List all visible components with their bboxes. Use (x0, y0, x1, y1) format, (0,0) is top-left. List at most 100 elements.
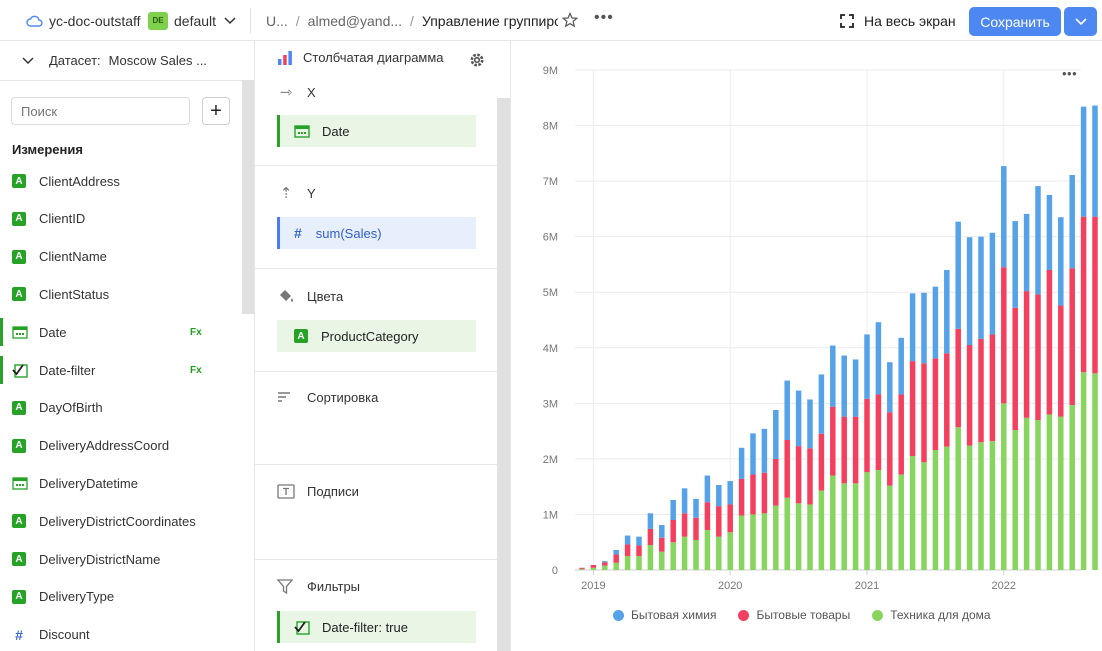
bar-segment[interactable] (784, 497, 790, 570)
bar-segment[interactable] (921, 292, 927, 364)
bar-segment[interactable] (670, 500, 676, 520)
bar-segment[interactable] (613, 554, 619, 563)
field-item[interactable]: A ClientName (12, 247, 232, 267)
bar-segment[interactable] (613, 562, 619, 570)
bar-segment[interactable] (681, 536, 688, 570)
bar-segment[interactable] (841, 483, 847, 570)
bar-segment[interactable] (773, 410, 779, 459)
bar-segment[interactable] (727, 532, 733, 570)
bar-segment[interactable] (966, 345, 973, 446)
chart-type-selector[interactable]: Столбчатая диаграмма (277, 50, 444, 65)
save-button[interactable]: Сохранить (969, 7, 1061, 36)
workspace-switcher[interactable]: yc-doc-outstaff (26, 0, 141, 41)
bar-segment[interactable] (978, 236, 984, 339)
bar-segment[interactable] (1001, 403, 1007, 570)
bar-segment[interactable] (909, 293, 916, 362)
star-icon[interactable] (562, 12, 578, 28)
bar-segment[interactable] (716, 506, 722, 537)
bar-segment[interactable] (693, 540, 699, 570)
bar-segment[interactable] (989, 334, 996, 442)
bar-segment[interactable] (989, 441, 996, 570)
bar-segment[interactable] (807, 399, 813, 449)
chart-menu-icon[interactable]: ••• (1062, 66, 1078, 81)
field-item[interactable]: A DeliveryDistrictName (12, 549, 232, 569)
bar-segment[interactable] (579, 568, 585, 570)
bar-segment[interactable] (887, 362, 893, 413)
field-item[interactable]: A DayOfBirth (12, 398, 232, 418)
bar-segment[interactable] (1012, 307, 1018, 430)
bar-segment[interactable] (738, 515, 745, 570)
bar-segment[interactable] (830, 345, 836, 407)
bar-segment[interactable] (1046, 414, 1053, 570)
bar-segment[interactable] (750, 474, 756, 515)
bar-segment[interactable] (636, 545, 642, 557)
bar-segment[interactable] (1058, 416, 1064, 570)
bar-segment[interactable] (647, 545, 654, 570)
field-item[interactable]: A DeliveryType (12, 587, 232, 607)
bar-segment[interactable] (704, 475, 711, 503)
bar-segment[interactable] (898, 394, 904, 475)
field-item[interactable]: A ClientID (12, 209, 232, 229)
bar-segment[interactable] (795, 390, 802, 447)
bar-segment[interactable] (1023, 213, 1030, 292)
bar-segment[interactable] (807, 504, 813, 570)
bar-segment[interactable] (1012, 430, 1018, 570)
bar-segment[interactable] (864, 398, 870, 473)
bar-segment[interactable] (784, 440, 790, 498)
bar-segment[interactable] (624, 535, 631, 545)
field-item[interactable]: A ClientStatus (12, 284, 232, 304)
field-item[interactable]: Date-filter Fx (0, 356, 232, 384)
bar-segment[interactable] (1012, 221, 1018, 308)
bar-segment[interactable] (1023, 291, 1030, 418)
bar-segment[interactable] (602, 561, 608, 563)
bar-segment[interactable] (750, 433, 756, 475)
bar-segment[interactable] (944, 446, 950, 570)
bar-segment[interactable] (738, 447, 745, 479)
bar-segment[interactable] (727, 504, 733, 533)
field-item[interactable]: # Discount (12, 625, 232, 645)
bar-segment[interactable] (1001, 267, 1007, 404)
bar-segment[interactable] (784, 380, 790, 440)
bar-segment[interactable] (602, 562, 608, 566)
bar-segment[interactable] (932, 358, 939, 450)
bar-segment[interactable] (1035, 186, 1041, 295)
bar-segment[interactable] (909, 361, 916, 457)
bar-segment[interactable] (921, 462, 927, 570)
bar-segment[interactable] (818, 433, 825, 491)
dataset-selector[interactable]: Датасет: Moscow Sales ... (22, 53, 207, 68)
bar-segment[interactable] (693, 498, 699, 518)
bar-segment[interactable] (955, 427, 961, 570)
breadcrumb-item-2[interactable]: almed@yand... (307, 12, 403, 29)
bar-segment[interactable] (693, 517, 699, 540)
search-input[interactable] (11, 97, 190, 125)
field-item[interactable]: A DeliveryDistrictCoordinates (12, 511, 232, 531)
bar-segment[interactable] (1046, 270, 1053, 415)
bar-segment[interactable] (624, 544, 631, 557)
bar-segment[interactable] (1069, 175, 1075, 269)
filter-field-chip[interactable]: Date-filter: true (277, 611, 476, 643)
bar-segment[interactable] (909, 456, 916, 570)
bar-segment[interactable] (944, 353, 950, 447)
bar-segment[interactable] (670, 542, 676, 570)
bar-segment[interactable] (670, 520, 676, 543)
bar-segment[interactable] (1035, 294, 1041, 420)
folder-switcher[interactable]: DE default (148, 0, 236, 41)
bar-segment[interactable] (602, 565, 608, 570)
bar-segment[interactable] (738, 478, 745, 516)
bar-segment[interactable] (1069, 268, 1075, 405)
bar-segment[interactable] (716, 536, 722, 570)
bar-segment[interactable] (921, 363, 927, 463)
save-options-button[interactable] (1064, 7, 1097, 36)
bar-segment[interactable] (852, 359, 859, 417)
bar-segment[interactable] (659, 551, 665, 570)
field-item[interactable]: DeliveryDatetime (12, 473, 232, 493)
bar-segment[interactable] (1080, 372, 1087, 570)
bar-segment[interactable] (1092, 216, 1098, 374)
bar-segment[interactable] (750, 514, 756, 570)
legend-item[interactable]: Бытовые товары (738, 608, 850, 622)
bar-segment[interactable] (898, 337, 904, 395)
bar-segment[interactable] (1080, 216, 1087, 373)
bar-segment[interactable] (704, 530, 711, 570)
bar-segment[interactable] (966, 237, 973, 345)
colors-field-chip[interactable]: A ProductCategory (277, 320, 476, 352)
